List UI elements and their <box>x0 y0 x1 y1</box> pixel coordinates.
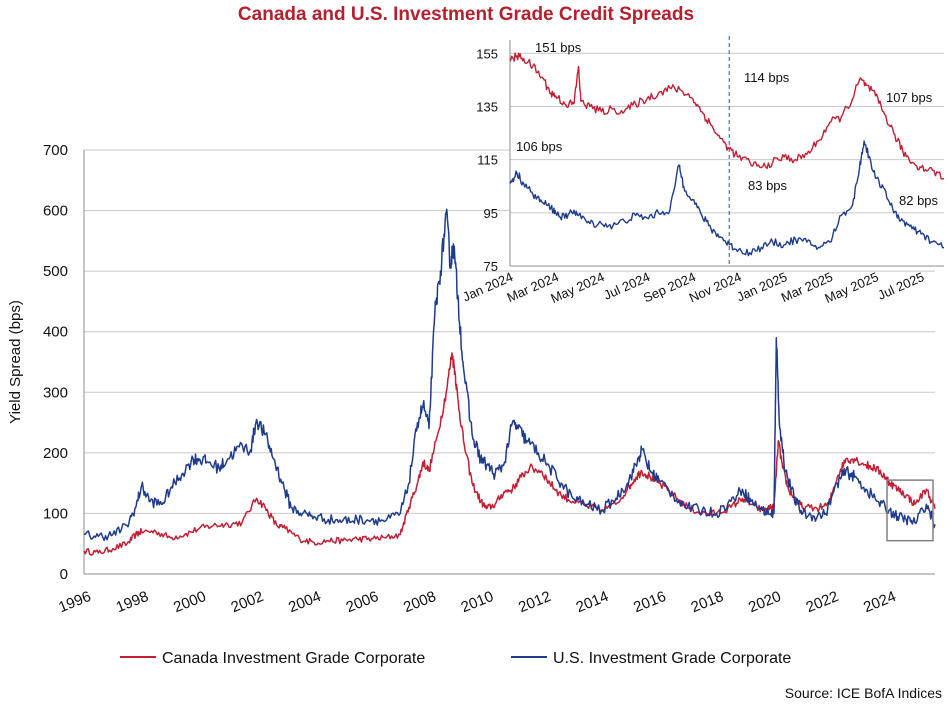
inset-y-tick-label: 115 <box>477 153 498 168</box>
main-series <box>83 208 936 556</box>
annotation-us-end: 82 bps <box>899 193 939 208</box>
inset-x-tick-label: Nov 2024 <box>687 269 744 305</box>
inset-line-canada <box>509 52 945 180</box>
main-y-tick-label: 700 <box>43 142 68 159</box>
main-y-tick-label: 0 <box>60 566 68 583</box>
main-x-tick-label: 2010 <box>459 588 496 616</box>
main-x-tick-label: 1998 <box>114 588 151 616</box>
y-axis-label: Yield Spread (bps) <box>7 300 24 424</box>
main-x-tick-label: 2002 <box>229 588 266 616</box>
main-gridlines <box>83 149 935 575</box>
inset-y-tick-label: 135 <box>476 99 498 114</box>
main-line-canada <box>83 352 936 556</box>
main-x-tick-label: 2020 <box>746 588 783 616</box>
annotation-canada-start: 151 bps <box>535 40 582 55</box>
inset-x-tick-label: Jan 2025 <box>734 269 789 304</box>
inset-annotations: 151 bps 114 bps 107 bps 106 bps 83 bps 8… <box>516 40 939 208</box>
inset-y-tick-label: 155 <box>476 46 498 61</box>
main-x-tick-label: 2008 <box>401 588 438 616</box>
main-y-tick-label: 200 <box>43 445 68 462</box>
inset-x-tick-label: Jul 2025 <box>875 269 926 303</box>
main-y-tick-label: 400 <box>43 324 68 341</box>
main-y-tick-label: 500 <box>43 263 68 280</box>
inset-series <box>509 52 945 257</box>
annotation-us-mid: 83 bps <box>748 178 788 193</box>
main-x-tick-label: 2024 <box>861 588 898 616</box>
main-x-tick-label: 2000 <box>171 588 208 616</box>
legend: Canada Investment Grade Corporate U.S. I… <box>120 650 791 667</box>
main-x-tick-label: 1996 <box>56 588 93 616</box>
inset-highlight-box <box>886 479 934 542</box>
main-x-tick-label: 2006 <box>344 588 381 616</box>
inset-x-tick-label: Jan 2024 <box>460 269 515 304</box>
inset-y-tick-labels: 75 95 115 135 155 <box>476 46 498 274</box>
main-y-tick-label: 600 <box>43 203 68 220</box>
main-x-tick-label: 2004 <box>286 588 323 616</box>
inset-gridlines <box>509 40 944 267</box>
legend-label-canada: Canada Investment Grade Corporate <box>162 650 425 667</box>
annotation-us-start: 106 bps <box>516 139 563 154</box>
inset-y-tick-label: 95 <box>484 206 498 221</box>
legend-label-us: U.S. Investment Grade Corporate <box>553 650 791 667</box>
annotation-canada-end: 107 bps <box>886 90 933 105</box>
main-y-tick-label: 100 <box>43 505 68 522</box>
main-line-us <box>83 208 936 542</box>
main-x-tick-label: 2016 <box>631 588 668 616</box>
main-x-tick-labels: 1996 1998 2000 2002 2004 2006 2008 2010 2012 2014… <box>56 588 898 616</box>
main-x-tick-label: 2012 <box>516 588 553 616</box>
main-x-tick-label: 2018 <box>689 588 726 616</box>
inset-line-us <box>509 140 945 257</box>
annotation-canada-mid: 114 bps <box>744 70 790 85</box>
main-x-tick-label: 2014 <box>574 588 611 616</box>
inset-y-tick-label: 75 <box>484 259 498 274</box>
source-note: Source: ICE BofA Indices <box>785 685 942 701</box>
main-x-tick-label: 2022 <box>804 588 841 616</box>
chart-title: Canada and U.S. Investment Grade Credit … <box>238 4 694 25</box>
main-y-tick-label: 300 <box>43 384 68 401</box>
main-y-tick-labels: 0 100 200 300 400 500 600 700 <box>43 142 68 583</box>
